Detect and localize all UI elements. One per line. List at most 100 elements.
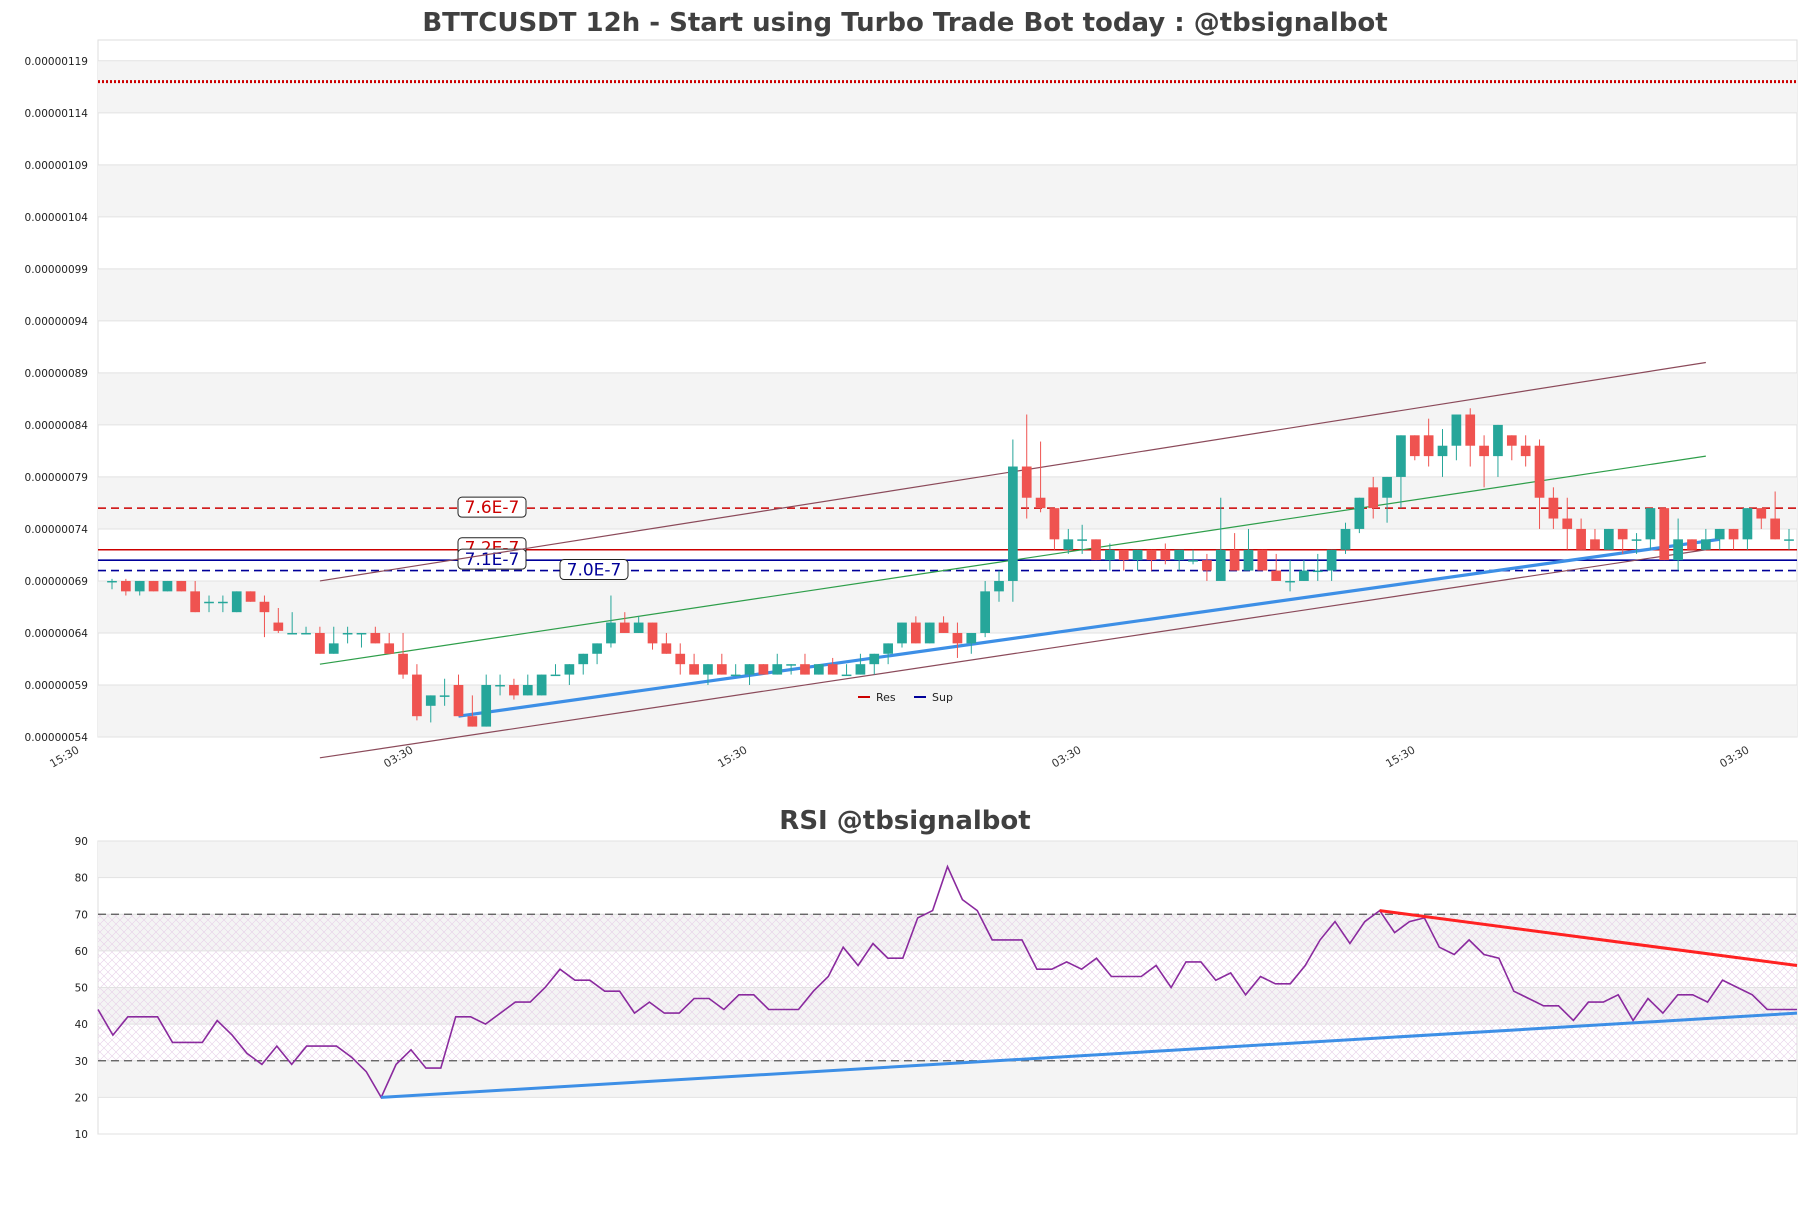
price-y-tick-label: 0.00000069 <box>25 576 88 588</box>
level-label: 7.6E-7 <box>465 498 520 518</box>
candle <box>911 616 921 644</box>
candle-body <box>1770 518 1780 540</box>
candle-body <box>439 695 450 697</box>
candle-body <box>1382 476 1392 498</box>
candle-body <box>1132 549 1143 561</box>
candle-body <box>1312 570 1323 573</box>
price-grid-band <box>98 476 1797 529</box>
candle <box>1784 528 1794 550</box>
candle-body <box>606 622 616 644</box>
candle-body <box>1257 549 1268 571</box>
candle-body <box>841 674 852 677</box>
candle <box>578 653 589 675</box>
rsi-grid-band <box>98 841 1797 878</box>
candle <box>328 626 339 654</box>
candle <box>1756 508 1767 529</box>
candle <box>716 653 727 675</box>
candle-body <box>190 591 201 613</box>
legend-label: Res <box>876 691 896 704</box>
candle <box>1645 508 1656 550</box>
price-grid-band <box>98 60 1797 113</box>
rsi-y-tick-label: 50 <box>75 983 88 995</box>
rsi-y-tick-label: 80 <box>75 873 88 885</box>
candle-body <box>564 664 575 675</box>
candle-body <box>675 653 686 665</box>
price-y-tick-label: 0.00000084 <box>25 420 89 432</box>
price-y-tick-label: 0.00000099 <box>25 264 88 276</box>
candle-body <box>786 664 796 666</box>
candle <box>1770 491 1780 540</box>
candle-body <box>1243 549 1254 571</box>
price-y-tick-label: 0.00000104 <box>25 212 89 224</box>
candle <box>1576 518 1586 550</box>
candle <box>744 664 755 685</box>
candle-body <box>1659 508 1670 561</box>
candle <box>370 626 381 644</box>
candle-body <box>1035 497 1046 509</box>
candle-body <box>1742 508 1753 540</box>
candle <box>1146 549 1157 571</box>
candle-body <box>1437 445 1448 457</box>
candle <box>481 674 492 727</box>
candle <box>176 580 187 592</box>
price-y-tick-label: 0.00000079 <box>25 472 88 484</box>
candle-body <box>1673 539 1683 561</box>
candle-body <box>1784 539 1794 541</box>
candle <box>1312 553 1323 581</box>
candle-body <box>356 632 367 635</box>
candle <box>1299 560 1309 581</box>
candle <box>606 595 616 648</box>
candle <box>633 616 644 633</box>
candle <box>315 626 325 654</box>
candle-body <box>1423 435 1434 457</box>
candle <box>134 580 145 596</box>
candle <box>1465 408 1476 467</box>
candle <box>1243 528 1254 571</box>
candle <box>1673 518 1683 571</box>
price-y-tick-label: 0.00000114 <box>25 108 89 120</box>
candle <box>647 622 658 650</box>
candle-body <box>1590 539 1600 550</box>
candle <box>1160 543 1171 565</box>
candle <box>1202 553 1212 581</box>
candle-body <box>1548 497 1559 519</box>
candle-body <box>1146 549 1157 561</box>
candle-body <box>619 622 630 633</box>
candle <box>1659 508 1670 561</box>
candle-body <box>509 684 519 696</box>
candle-body <box>647 622 658 644</box>
candle-body <box>772 664 783 675</box>
candle-body <box>273 622 284 631</box>
candle <box>259 595 270 638</box>
candle <box>522 674 533 696</box>
candle <box>121 578 131 596</box>
candle-body <box>1451 414 1462 446</box>
candle <box>107 578 117 590</box>
candle <box>1562 497 1573 550</box>
candle-body <box>952 632 963 644</box>
candle-body <box>966 632 977 644</box>
trend-line-channel-lower <box>319 549 1706 759</box>
price-chart: 0.00000054 0.00000059 0.00000064 0.00000069… <box>25 39 1798 770</box>
candle-body <box>1174 549 1185 561</box>
level-label-box <box>457 496 527 518</box>
candle <box>1215 497 1226 581</box>
price-chart-title: BTTCUSDT 12h - Start using Turbo Trade B… <box>422 8 1387 38</box>
rsi-chart-title: RSI @tbsignalbot <box>779 806 1030 836</box>
price-x-tick-label: 15:30 <box>48 743 82 770</box>
candle <box>897 622 907 648</box>
candle <box>1451 414 1462 461</box>
price-x-tick-label: 03:30 <box>1050 743 1084 770</box>
candle-body <box>813 664 824 675</box>
candle-body <box>1562 518 1573 529</box>
candle-body <box>176 580 187 592</box>
rsi-grid-band <box>98 1060 1797 1098</box>
candle-body <box>121 580 131 592</box>
candle-body <box>1021 466 1032 498</box>
candle <box>1035 441 1046 513</box>
candle <box>1479 435 1489 488</box>
candle <box>1590 528 1600 550</box>
candle <box>384 632 395 654</box>
candle <box>204 595 214 613</box>
candle <box>1423 418 1434 467</box>
